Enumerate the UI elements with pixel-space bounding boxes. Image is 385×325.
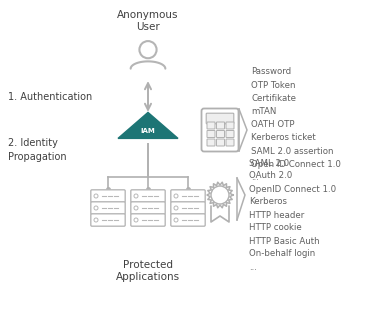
FancyBboxPatch shape [226,139,234,146]
Text: OAuth 2.0: OAuth 2.0 [249,172,292,180]
Text: OTP Token: OTP Token [251,81,296,90]
Text: SAML 2.0: SAML 2.0 [249,159,289,167]
Text: HTTP header: HTTP header [249,211,304,219]
FancyBboxPatch shape [171,190,205,202]
FancyBboxPatch shape [171,214,205,226]
Text: Open ID Connect 1.0: Open ID Connect 1.0 [251,160,341,169]
Text: ...: ... [251,173,259,182]
Text: ...: ... [249,263,257,271]
Text: 2. Identity
Propagation: 2. Identity Propagation [8,138,67,162]
Text: On-behalf login: On-behalf login [249,250,315,258]
FancyBboxPatch shape [131,202,165,214]
Text: Kerberos ticket: Kerberos ticket [251,134,316,142]
FancyBboxPatch shape [206,113,234,124]
Polygon shape [207,182,233,208]
FancyBboxPatch shape [207,139,215,146]
Text: SAML 2.0 assertion: SAML 2.0 assertion [251,147,333,156]
Text: OATH OTP: OATH OTP [251,120,295,129]
Text: Anonymous
User: Anonymous User [117,10,179,32]
FancyBboxPatch shape [201,109,238,151]
Text: HTTP cookie: HTTP cookie [249,224,302,232]
Text: HTTP Basic Auth: HTTP Basic Auth [249,237,320,245]
FancyBboxPatch shape [91,214,125,226]
Text: OpenID Connect 1.0: OpenID Connect 1.0 [249,185,336,193]
FancyBboxPatch shape [216,139,224,146]
Polygon shape [211,206,229,222]
Polygon shape [118,112,178,138]
FancyBboxPatch shape [216,122,224,129]
Text: Protected
Applications: Protected Applications [116,260,180,282]
FancyBboxPatch shape [207,131,215,137]
FancyBboxPatch shape [131,214,165,226]
Text: IAM: IAM [141,128,156,134]
Text: Certifikate: Certifikate [251,94,296,103]
FancyBboxPatch shape [207,122,215,129]
FancyBboxPatch shape [171,202,205,214]
FancyBboxPatch shape [131,190,165,202]
FancyBboxPatch shape [226,122,234,129]
FancyBboxPatch shape [91,202,125,214]
FancyBboxPatch shape [226,131,234,137]
Text: Password: Password [251,68,291,76]
Text: mTAN: mTAN [251,107,276,116]
Text: 1. Authentication: 1. Authentication [8,92,92,102]
FancyBboxPatch shape [216,131,224,137]
Text: Kerberos: Kerberos [249,198,287,206]
FancyBboxPatch shape [91,190,125,202]
